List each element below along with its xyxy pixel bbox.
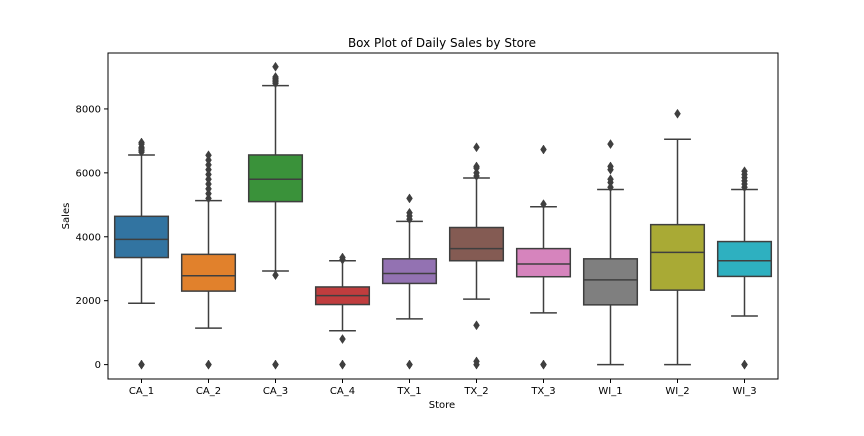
outlier-point <box>674 108 681 119</box>
outlier-point <box>406 193 413 204</box>
x-tick-label: WI_1 <box>598 386 622 397</box>
x-tick-label: TX_2 <box>463 386 488 397</box>
box-TX_1 <box>381 258 438 285</box>
outlier-point <box>339 359 346 370</box>
outlier-point <box>406 359 413 370</box>
outlier-point <box>741 359 748 370</box>
box-TX_2 <box>448 226 505 262</box>
outlier-point <box>138 137 145 148</box>
box-WI_1 <box>582 258 639 306</box>
outlier-point <box>607 139 614 150</box>
outlier-point <box>473 161 480 172</box>
box-WI_2 <box>649 223 706 291</box>
outlier-point <box>540 359 547 370</box>
y-tick-label: 4000 <box>76 232 101 243</box>
outlier-point <box>205 150 212 161</box>
box-CA_2 <box>180 253 237 292</box>
outlier-point <box>138 359 145 370</box>
outlier-point <box>272 61 279 72</box>
outlier-point <box>339 252 346 263</box>
outlier-point <box>607 174 614 185</box>
box-CA_1 <box>113 215 170 259</box>
box-WI_3 <box>716 240 773 278</box>
y-tick-label: 2000 <box>76 296 101 307</box>
outlier-point <box>339 334 346 344</box>
y-tick-label: 0 <box>95 360 101 371</box>
outlier-point <box>272 359 279 370</box>
x-axis-label: Store <box>429 400 455 411</box>
plot-frame <box>107 52 779 380</box>
box-CA_3 <box>247 154 304 203</box>
outlier-point <box>473 142 480 153</box>
plot-area: 0 2000 4000 6000 8000 CA_1 CA_2 CA_3 CA_4 TX_1 TX_… <box>76 52 779 397</box>
outlier-point <box>540 199 547 210</box>
outlier-point <box>406 207 413 218</box>
chart-title: Box Plot of Daily Sales by Store <box>348 36 536 50</box>
outlier-point <box>473 320 480 331</box>
outlier-point <box>205 359 212 370</box>
y-tick-label: 8000 <box>76 104 101 115</box>
x-tick-label: WI_2 <box>665 386 689 397</box>
y-tick-label: 6000 <box>76 168 101 179</box>
x-tick-label: WI_3 <box>732 386 756 397</box>
box-TX_3 <box>515 247 572 278</box>
x-tick-label: TX_3 <box>530 386 555 397</box>
y-axis-label: Sales <box>61 203 72 230</box>
outlier-point <box>272 270 279 281</box>
outlier-point <box>741 166 748 177</box>
outlier-point <box>272 72 279 82</box>
outlier-point <box>540 144 547 155</box>
x-tick-label: CA_3 <box>263 386 288 397</box>
x-tick-label: CA_1 <box>129 386 154 397</box>
outlier-point <box>607 161 614 172</box>
outlier-point <box>473 356 480 367</box>
x-tick-label: CA_2 <box>196 386 221 397</box>
x-tick-label: CA_4 <box>330 386 355 397</box>
x-tick-label: TX_1 <box>396 386 421 397</box>
